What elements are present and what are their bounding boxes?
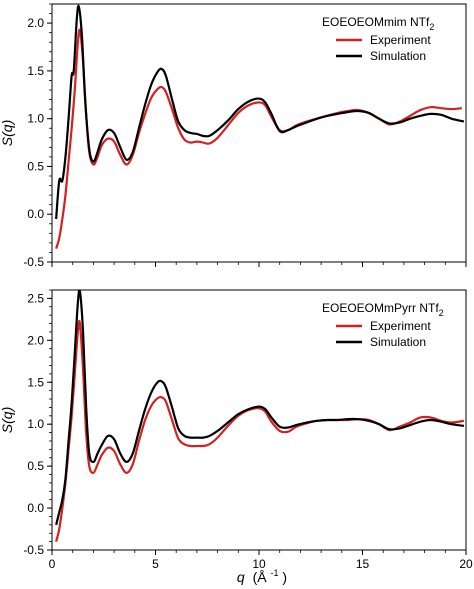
top-y-tick-label: 0.0: [27, 207, 44, 221]
bottom-y-axis-label: S(q): [0, 407, 15, 433]
top-series-simulation-line: [55, 4, 465, 220]
top-legend-title: EOEOEOMmim NTf2: [322, 15, 434, 32]
bottom-y-tick-label: 1.5: [27, 375, 44, 389]
bottom-legend-label-experiment: Experiment: [370, 319, 431, 333]
bottom-y-tick-label: 0.0: [27, 501, 44, 515]
top-legend-label-experiment: Experiment: [370, 33, 431, 47]
bottom-y-tick-label: -0.5: [23, 543, 44, 557]
bottom-x-tick-label: 20: [459, 557, 473, 571]
bottom-x-tick-label: 15: [356, 557, 370, 571]
x-axis-unit-close: ): [282, 569, 287, 585]
x-axis-unit-exponent: -1: [271, 568, 279, 578]
bottom-x-tick-label: 10: [252, 557, 266, 571]
bottom-y-tick-label: 2.5: [27, 291, 44, 305]
top-y-axis-label: S(q): [0, 120, 15, 146]
bottom-y-tick-label: 0.5: [27, 459, 44, 473]
svg-text:q (Å -1 ): q (Å -1 ): [237, 563, 287, 585]
top-panel: -0.5 0.0 0.5 1.0 1.5 2.0 S(q) EOEOEOMmim NTf2Ex…: [0, 3, 467, 269]
top-y-tick-label: -0.5: [23, 255, 44, 269]
bottom-y-tick-label: 1.0: [27, 417, 44, 431]
bottom-series-experiment-line: [55, 319, 465, 542]
top-legend-label-simulation: Simulation: [370, 49, 426, 63]
top-y-tick-label: 1.0: [27, 112, 44, 126]
x-axis-label: q (Å -1 ): [237, 563, 287, 585]
bottom-series-simulation-line: [55, 290, 465, 526]
bottom-legend-title: EOEOEOMmPyrr NTf2: [322, 301, 444, 318]
bottom-x-tick-label: 5: [152, 557, 159, 571]
bottom-y-tick-label: 2.0: [27, 333, 44, 347]
top-y-tick-label: 0.5: [27, 159, 44, 173]
x-axis-unit: (Å: [253, 569, 268, 585]
top-y-tick-label: 1.5: [27, 64, 44, 78]
x-axis-variable: q: [237, 569, 245, 585]
bottom-legend-label-simulation: Simulation: [370, 335, 426, 349]
bottom-x-tick-label: 0: [49, 557, 56, 571]
top-y-tick-label: 2.0: [27, 16, 44, 30]
bottom-panel: -0.5 0.0 0.5 1.0 1.5 2.0 2.5 0 5 10 15 20 S(q) EOEOEO…: [0, 289, 473, 571]
